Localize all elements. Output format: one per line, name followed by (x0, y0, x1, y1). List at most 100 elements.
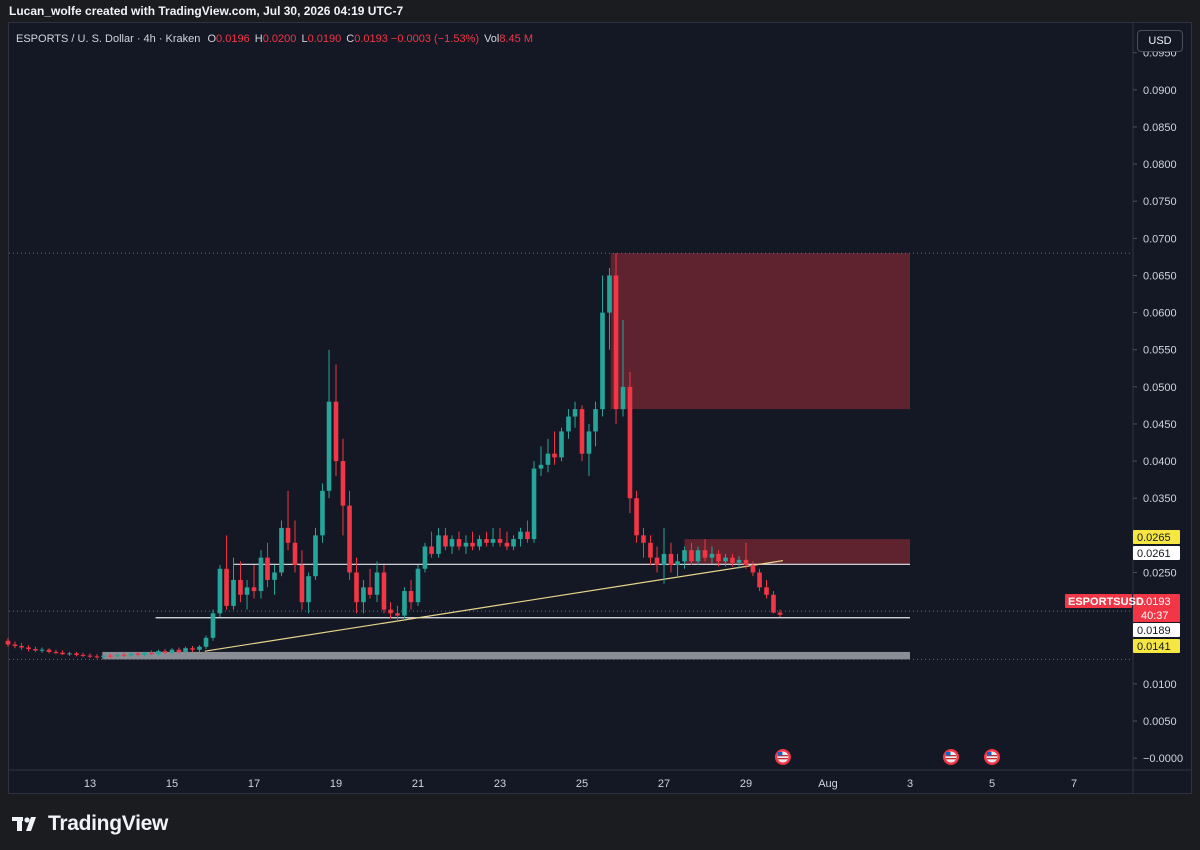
price-label-text: 0.0193 (1137, 596, 1171, 608)
candle (142, 652, 147, 655)
support-zone-band[interactable] (102, 651, 911, 660)
candle (463, 542, 469, 547)
candlestick-chart[interactable]: 0.09500.09000.08500.08000.07500.07000.06… (0, 0, 1200, 795)
candle (340, 461, 346, 506)
candle (402, 591, 407, 616)
candle (395, 613, 400, 616)
candle (87, 655, 93, 657)
x-tick-label: 3 (907, 778, 913, 790)
candle (511, 539, 516, 547)
y-tick-label: 0.0600 (1143, 308, 1177, 320)
y-tick-label: 0.0550 (1143, 345, 1177, 357)
candle (149, 652, 154, 655)
us-event-icon[interactable] (984, 749, 1000, 765)
candle (39, 649, 45, 651)
candle (115, 654, 120, 657)
candle (374, 572, 380, 595)
candle (675, 561, 680, 566)
chart-pane[interactable] (8, 22, 1192, 794)
symbol-tag-text: ESPORTSUSD (1068, 596, 1144, 608)
event-flag-canton (777, 752, 783, 756)
candle (306, 576, 311, 603)
candle (654, 557, 660, 566)
candle (224, 568, 229, 606)
candle (183, 648, 188, 652)
candle (702, 550, 708, 558)
price-label-last-price (1133, 594, 1180, 622)
event-flag-canton (946, 752, 951, 756)
trendline[interactable] (204, 560, 783, 652)
us-event-icon[interactable] (774, 749, 791, 765)
y-tick-label: 0.0700 (1143, 233, 1177, 245)
candle (620, 386, 626, 410)
legend-high: 0.0200 (262, 33, 297, 45)
candle (477, 539, 482, 547)
candle (251, 587, 257, 592)
x-tick-label: 29 (740, 778, 752, 790)
candle (538, 464, 544, 469)
legend-open-key: O (207, 33, 217, 45)
zones (102, 253, 911, 660)
candle (347, 505, 352, 573)
price-label-text: 0.0189 (1137, 625, 1171, 637)
tradingview-logo-text: TradingView (48, 812, 169, 835)
price-label-text: 0.0265 (1137, 532, 1171, 544)
candle (74, 653, 79, 655)
legend-symbol: ESPORTS / U. S. Dollar · 4h · Kraken (16, 33, 201, 45)
candle (695, 550, 701, 562)
candle (381, 572, 387, 610)
legend-volume-key: Vol (484, 33, 500, 45)
candle (333, 401, 339, 462)
candle (60, 652, 65, 655)
lower-resistance-zone[interactable] (684, 539, 911, 565)
candle (231, 579, 236, 606)
candle (750, 565, 756, 573)
legend-close-key: C (346, 33, 355, 45)
x-tick-label: 27 (658, 778, 670, 790)
x-tick-label: 25 (576, 778, 588, 790)
candle (361, 587, 366, 603)
x-tick-label: 5 (989, 778, 995, 790)
candle (456, 539, 462, 547)
events (774, 749, 1000, 765)
candle (716, 553, 721, 562)
candle (648, 542, 653, 558)
price-label-horizontal-line (1133, 546, 1180, 560)
candle (26, 647, 31, 649)
us-event-icon[interactable] (943, 749, 959, 765)
x-tick-label: 17 (248, 778, 260, 790)
event-flag-canton (987, 752, 992, 756)
author-credit: Lucan_wolfe created with TradingView.com… (9, 4, 404, 18)
candle (135, 653, 141, 655)
candle (217, 568, 223, 614)
legend-high-key: H (254, 33, 263, 45)
candle (197, 646, 202, 650)
upper-resistance-zone[interactable] (610, 253, 910, 410)
candle (490, 539, 496, 543)
candle (292, 542, 298, 566)
grid (9, 23, 1191, 794)
candle (682, 550, 687, 562)
candle (641, 535, 646, 543)
candle (757, 572, 762, 588)
x-tick-label: Aug (818, 778, 838, 790)
price-label-support-line (1133, 623, 1180, 637)
candle (33, 648, 38, 651)
candle (579, 409, 585, 454)
candle (169, 649, 175, 653)
candle (764, 587, 769, 595)
candle (19, 645, 24, 648)
tradingview-logo[interactable]: TradingView (12, 812, 168, 836)
y-tick-label: 0.0350 (1143, 493, 1177, 505)
x-tick-label: 7 (1071, 778, 1077, 790)
candle (121, 654, 127, 656)
currency-button[interactable]: USD (1137, 30, 1183, 52)
candle (661, 553, 667, 566)
candle (285, 527, 291, 543)
candle (668, 553, 674, 566)
event-flag-stripe (987, 758, 997, 760)
y-tick-label: 0.0250 (1143, 567, 1177, 579)
candle (484, 539, 489, 543)
candle (367, 587, 373, 595)
x-tick-label: 21 (412, 778, 424, 790)
